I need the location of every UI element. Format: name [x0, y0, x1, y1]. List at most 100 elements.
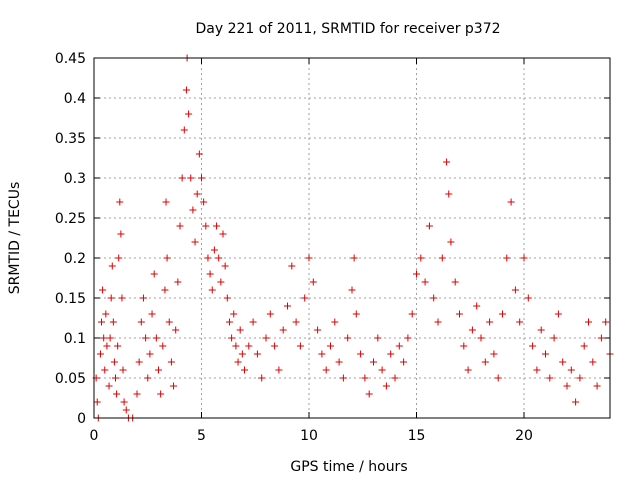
x-tick-label: 20	[515, 428, 533, 444]
data-point	[208, 286, 216, 294]
y-tick-label: 0.3	[64, 171, 86, 187]
data-point	[99, 286, 107, 294]
data-point	[417, 254, 425, 262]
data-point	[193, 190, 201, 198]
data-point	[249, 318, 257, 326]
data-point	[445, 190, 453, 198]
data-point	[335, 358, 343, 366]
data-point	[106, 334, 114, 342]
data-point	[119, 366, 127, 374]
data-point	[200, 198, 208, 206]
data-point	[494, 374, 502, 382]
data-point	[189, 206, 197, 214]
data-point	[178, 174, 186, 182]
data-point	[374, 334, 382, 342]
data-point	[144, 374, 152, 382]
data-point	[109, 318, 117, 326]
data-point	[180, 126, 188, 134]
data-point	[238, 350, 246, 358]
data-point	[451, 278, 459, 286]
data-point	[339, 374, 347, 382]
data-point	[253, 350, 261, 358]
data-point	[456, 310, 463, 318]
x-tick-label: 10	[300, 428, 318, 444]
y-tick-label: 0	[77, 411, 86, 427]
data-point	[271, 342, 279, 350]
data-point	[529, 342, 537, 350]
data-point	[223, 294, 231, 302]
data-point	[524, 294, 532, 302]
data-point	[241, 366, 248, 374]
data-point	[230, 310, 238, 318]
data-point	[430, 294, 438, 302]
data-point	[365, 390, 373, 398]
data-point	[572, 398, 580, 406]
data-point	[204, 254, 212, 262]
data-point	[425, 222, 433, 230]
data-point	[490, 350, 498, 358]
y-tick-label: 0.35	[55, 131, 86, 147]
data-point	[296, 342, 304, 350]
data-point	[477, 334, 485, 342]
data-point	[585, 318, 592, 326]
data-point	[135, 358, 143, 366]
data-point	[195, 150, 203, 158]
x-axis-label: GPS time / hours	[290, 459, 407, 475]
data-point	[174, 278, 182, 286]
data-point	[185, 110, 193, 118]
y-tick-label: 0.05	[55, 371, 86, 387]
data-point	[108, 262, 116, 270]
data-point	[350, 254, 358, 262]
data-point	[537, 326, 545, 334]
data-point	[305, 254, 313, 262]
data-point	[546, 374, 554, 382]
data-point	[101, 366, 109, 374]
y-tick-label: 0.25	[55, 211, 86, 227]
data-point	[198, 174, 205, 182]
data-point	[391, 374, 399, 382]
data-point	[266, 310, 274, 318]
data-point	[163, 254, 171, 262]
data-point	[182, 86, 190, 94]
data-point	[520, 254, 528, 262]
data-point	[314, 326, 322, 334]
data-point	[170, 382, 178, 390]
data-point	[150, 270, 158, 278]
data-point	[400, 358, 408, 366]
data-point	[206, 270, 214, 278]
data-point	[215, 254, 223, 262]
data-point	[258, 374, 266, 382]
data-point	[438, 254, 446, 262]
data-point	[100, 334, 108, 342]
data-point	[157, 390, 165, 398]
data-point	[352, 310, 360, 318]
data-point	[499, 310, 506, 318]
data-point	[187, 174, 195, 182]
data-point	[481, 358, 489, 366]
data-point	[443, 158, 451, 166]
data-point	[563, 382, 571, 390]
data-point	[103, 342, 111, 350]
data-point	[221, 262, 229, 270]
data-point	[117, 230, 125, 238]
data-point	[486, 318, 494, 326]
data-point	[245, 342, 253, 350]
data-point	[115, 254, 123, 262]
data-point	[202, 222, 210, 230]
data-point	[567, 366, 575, 374]
data-point	[161, 286, 169, 294]
data-point	[172, 326, 180, 334]
data-point	[554, 310, 562, 318]
data-point	[118, 294, 126, 302]
data-point	[232, 342, 240, 350]
data-point	[225, 318, 233, 326]
data-point	[559, 358, 567, 366]
x-tick-label: 0	[90, 428, 99, 444]
data-point	[165, 318, 173, 326]
data-point	[217, 278, 225, 286]
data-point	[114, 342, 122, 350]
data-point	[593, 382, 601, 390]
data-point	[155, 366, 162, 374]
data-point	[464, 366, 472, 374]
